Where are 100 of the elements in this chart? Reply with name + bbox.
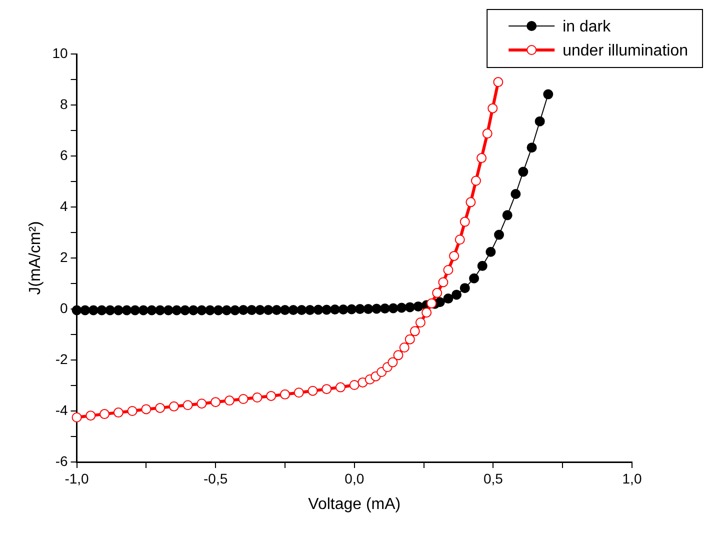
- point: [113, 305, 124, 316]
- point: [288, 305, 298, 316]
- y-tick-label: -2: [55, 350, 68, 367]
- point: [252, 392, 262, 402]
- point: [502, 210, 512, 220]
- point: [404, 334, 415, 344]
- point: [163, 305, 174, 316]
- point: [438, 277, 448, 288]
- point: [127, 406, 138, 416]
- point: [493, 77, 504, 88]
- point: [172, 305, 182, 316]
- point: [393, 350, 404, 360]
- y-axis-title: J(mA/cm²): [27, 221, 44, 295]
- point: [308, 386, 318, 396]
- point: [460, 283, 470, 294]
- y-tick-label: 2: [60, 248, 68, 265]
- point: [96, 305, 107, 316]
- point: [113, 408, 124, 418]
- point: [224, 396, 234, 406]
- point: [338, 304, 348, 315]
- point: [482, 128, 492, 139]
- point: [534, 116, 545, 126]
- point: [296, 305, 307, 316]
- point: [100, 409, 110, 420]
- point: [510, 188, 521, 199]
- point: [488, 103, 498, 114]
- point: [380, 303, 390, 314]
- y-tick-label: 6: [60, 146, 68, 163]
- point: [388, 303, 398, 314]
- point: [422, 308, 432, 318]
- point: [469, 273, 480, 284]
- point: [263, 305, 274, 316]
- point: [266, 390, 276, 401]
- point: [196, 398, 207, 409]
- point: [313, 304, 324, 315]
- point: [349, 380, 360, 390]
- y-tick-label: 0: [60, 300, 68, 316]
- point: [443, 264, 454, 275]
- point: [122, 305, 132, 316]
- point: [443, 294, 454, 304]
- x-tick-label: 0,0: [344, 470, 364, 486]
- x-axis-title: Voltage (mA): [308, 496, 401, 513]
- point: [72, 412, 82, 422]
- x-tick-label: -0,5: [204, 470, 228, 486]
- point: [470, 176, 481, 186]
- point: [454, 234, 465, 245]
- point: [180, 305, 190, 316]
- point: [210, 397, 221, 408]
- point: [246, 305, 257, 316]
- x-tick-label: 1,0: [622, 470, 642, 486]
- point: [486, 246, 496, 257]
- point: [280, 389, 290, 400]
- point: [141, 404, 152, 414]
- point: [354, 304, 365, 314]
- point: [205, 305, 216, 316]
- point: [330, 304, 340, 315]
- point: [146, 305, 157, 316]
- point: [155, 402, 166, 413]
- point: [272, 305, 282, 316]
- x-tick-label: 0,5: [483, 470, 504, 486]
- point: [238, 305, 248, 316]
- point: [88, 305, 98, 316]
- point: [80, 305, 90, 316]
- point: [130, 305, 140, 316]
- point: [388, 357, 398, 368]
- point: [413, 301, 424, 312]
- legend-label: in dark: [562, 18, 612, 36]
- point: [336, 382, 346, 392]
- y-tick-label: -6: [55, 452, 68, 469]
- point: [543, 89, 554, 100]
- point: [105, 305, 116, 316]
- point: [460, 216, 470, 227]
- point: [526, 142, 537, 153]
- y-tick-label: 4: [60, 198, 68, 214]
- point: [363, 304, 374, 314]
- point: [280, 305, 290, 316]
- legend-label: under illumination: [562, 42, 688, 60]
- point: [213, 305, 224, 316]
- point: [476, 153, 487, 164]
- y-tick-label: 10: [52, 44, 68, 61]
- point: [410, 326, 420, 336]
- point: [196, 305, 207, 316]
- point: [432, 288, 442, 298]
- point: [372, 304, 382, 314]
- point: [399, 342, 410, 353]
- point: [182, 400, 193, 410]
- point: [322, 384, 332, 394]
- point: [477, 260, 488, 271]
- point: [168, 401, 179, 412]
- point: [86, 410, 96, 421]
- point: [449, 250, 460, 261]
- point: [222, 305, 232, 316]
- point: [188, 305, 198, 316]
- point: [255, 305, 265, 316]
- point: [452, 290, 462, 300]
- point: [518, 166, 528, 177]
- point: [138, 305, 148, 316]
- point: [404, 302, 415, 312]
- point: [396, 302, 407, 313]
- y-tick-label: -4: [55, 402, 68, 418]
